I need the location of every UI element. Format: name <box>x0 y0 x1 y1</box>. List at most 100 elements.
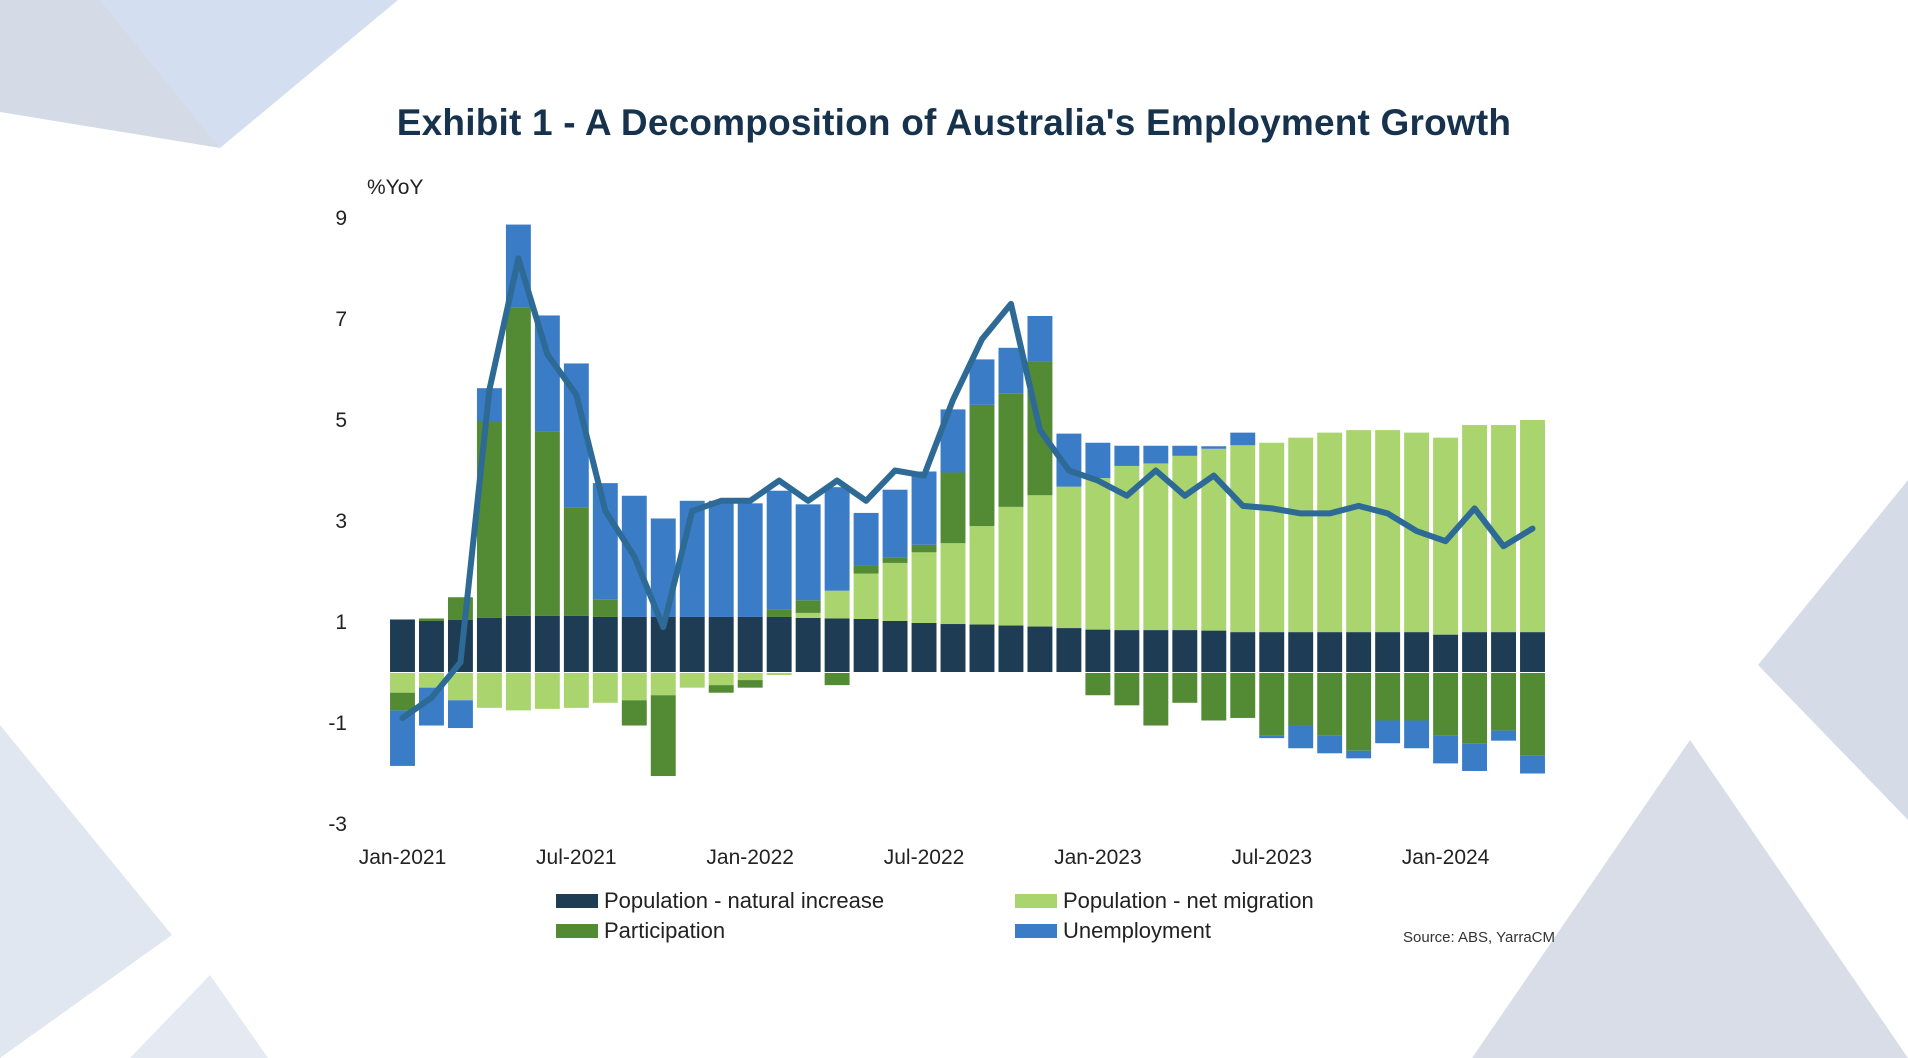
x-tick-label: Jan-2021 <box>359 846 447 869</box>
chart-title: Exhibit 1 - A Decomposition of Australia… <box>396 102 1512 143</box>
line-group <box>399 255 1536 721</box>
bar-natural-8 <box>621 616 647 673</box>
bar-unemployment-29 <box>1230 432 1256 446</box>
bar-natural-4 <box>505 615 531 673</box>
bar-unemployment-36 <box>1433 735 1459 764</box>
bar-migration-22 <box>1027 495 1053 627</box>
bar-natural-24 <box>1085 629 1111 673</box>
bar-migration-16 <box>853 573 879 619</box>
bar-migration-8 <box>621 672 647 701</box>
bar-unemployment-27 <box>1172 445 1198 456</box>
bar-natural-25 <box>1114 630 1140 673</box>
x-tick-label: Jan-2023 <box>1054 846 1142 869</box>
bar-natural-15 <box>824 618 850 673</box>
bar-natural-33 <box>1346 632 1372 673</box>
bar-migration-12 <box>737 672 763 681</box>
bg-shape-left-lower <box>0 725 172 1058</box>
bar-unemployment-31 <box>1288 725 1314 749</box>
bg-shape-bottom-right <box>1472 740 1908 1058</box>
bar-natural-5 <box>534 615 560 673</box>
bar-unemployment-32 <box>1317 735 1343 754</box>
bar-unemployment-15 <box>824 487 850 591</box>
bar-unemployment-22 <box>1027 315 1053 362</box>
bar-participation-9 <box>650 695 676 777</box>
bar-natural-27 <box>1172 630 1198 673</box>
bar-migration-32 <box>1317 432 1343 633</box>
bar-participation-24 <box>1085 672 1111 696</box>
bar-participation-20 <box>969 404 995 527</box>
bar-migration-15 <box>824 590 850 619</box>
bar-natural-29 <box>1230 632 1256 673</box>
x-tick-label: Jul-2023 <box>1231 846 1312 869</box>
bar-migration-7 <box>592 672 618 703</box>
bar-migration-9 <box>650 672 676 696</box>
legend-swatch-natural <box>556 894 598 908</box>
bar-natural-34 <box>1375 632 1401 673</box>
bar-natural-19 <box>940 624 966 673</box>
bar-unemployment-30 <box>1259 735 1285 739</box>
bar-natural-20 <box>969 624 995 673</box>
legend-label-participation: Participation <box>604 918 726 943</box>
legend-swatch-unemployment <box>1015 924 1057 938</box>
bar-migration-26 <box>1143 463 1169 631</box>
bar-participation-26 <box>1143 672 1169 726</box>
bar-natural-22 <box>1027 626 1053 673</box>
bar-migration-24 <box>1085 478 1111 630</box>
bg-shape-top-left-gray <box>0 0 220 148</box>
bar-natural-16 <box>853 618 879 673</box>
bar-participation-30 <box>1259 672 1285 736</box>
bar-migration-17 <box>882 562 908 621</box>
bg-shape-bottom-left <box>130 975 268 1058</box>
bar-unemployment-25 <box>1114 445 1140 466</box>
bar-participation-4 <box>505 307 531 616</box>
x-tick-label: Jul-2021 <box>536 846 617 869</box>
bar-unemployment-12 <box>737 503 763 617</box>
legend-item-natural: Population - natural increase <box>556 888 884 914</box>
bar-unemployment-26 <box>1143 445 1169 464</box>
bar-participation-1 <box>419 618 444 621</box>
bar-natural-7 <box>592 616 618 673</box>
bar-natural-38 <box>1491 632 1516 673</box>
legend-label-unemployment: Unemployment <box>1063 918 1211 943</box>
bar-natural-37 <box>1462 632 1488 673</box>
bg-shape-right-mid <box>1758 480 1908 820</box>
bar-participation-39 <box>1520 672 1545 756</box>
y-tick-label: 3 <box>335 510 347 533</box>
x-axis: Jan-2021 Jul-2021 Jan-2022 Jul-2022 Jan-2023… <box>359 846 1490 869</box>
bar-unemployment-38 <box>1491 730 1516 741</box>
bar-natural-11 <box>708 616 734 673</box>
legend-label-migration: Population - net migration <box>1063 888 1314 913</box>
bar-natural-39 <box>1520 632 1545 673</box>
bar-migration-5 <box>534 672 560 709</box>
bar-unemployment-35 <box>1404 720 1430 749</box>
bar-unemployment-2 <box>447 700 473 729</box>
bar-migration-19 <box>940 543 966 625</box>
bg-shape-top-left-blue <box>100 0 398 148</box>
y-tick-label: 1 <box>335 611 347 634</box>
bar-participation-15 <box>824 672 850 686</box>
bar-natural-28 <box>1201 630 1227 673</box>
bar-natural-17 <box>882 620 908 673</box>
bar-unemployment-14 <box>795 504 821 601</box>
bar-participation-8 <box>621 700 647 726</box>
bar-migration-34 <box>1375 430 1401 633</box>
legend-item-unemployment: Unemployment <box>1015 918 1211 944</box>
bar-natural-3 <box>476 617 502 673</box>
bar-unemployment-37 <box>1462 743 1488 771</box>
bar-natural-26 <box>1143 630 1169 673</box>
bar-migration-6 <box>563 672 589 708</box>
bar-natural-10 <box>679 616 705 673</box>
bar-unemployment-28 <box>1201 446 1227 449</box>
bar-natural-6 <box>563 615 589 673</box>
bar-migration-21 <box>998 506 1024 626</box>
x-tick-label: Jul-2022 <box>884 846 965 869</box>
bar-unemployment-24 <box>1085 442 1111 479</box>
bar-unemployment-34 <box>1375 720 1401 744</box>
bar-natural-36 <box>1433 634 1459 673</box>
bar-unemployment-16 <box>853 512 879 566</box>
x-tick-label: Jan-2022 <box>706 846 794 869</box>
bar-migration-4 <box>505 672 531 711</box>
bar-natural-1 <box>419 620 444 673</box>
